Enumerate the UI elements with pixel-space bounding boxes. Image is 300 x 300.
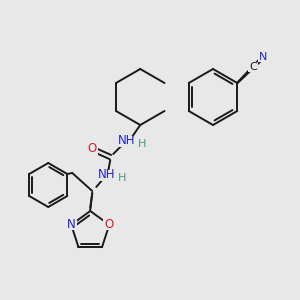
Text: O: O bbox=[88, 142, 97, 155]
FancyBboxPatch shape bbox=[248, 62, 258, 72]
FancyBboxPatch shape bbox=[103, 219, 115, 230]
FancyBboxPatch shape bbox=[258, 52, 268, 62]
FancyBboxPatch shape bbox=[119, 136, 133, 146]
Text: N: N bbox=[67, 218, 76, 231]
Text: C: C bbox=[249, 62, 257, 72]
Text: N: N bbox=[259, 52, 267, 62]
Text: NH: NH bbox=[118, 134, 135, 148]
FancyBboxPatch shape bbox=[65, 219, 77, 230]
Text: H: H bbox=[138, 139, 146, 149]
FancyBboxPatch shape bbox=[87, 143, 98, 155]
FancyBboxPatch shape bbox=[99, 169, 113, 181]
Text: H: H bbox=[118, 173, 126, 183]
Text: NH: NH bbox=[98, 169, 115, 182]
Text: O: O bbox=[105, 218, 114, 231]
